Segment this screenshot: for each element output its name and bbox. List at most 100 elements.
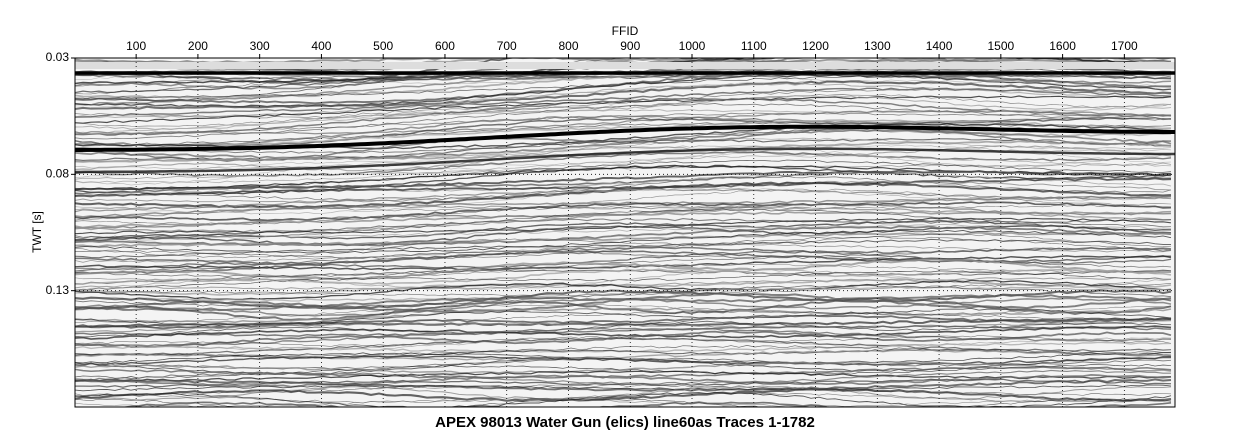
seismic-reflector (75, 357, 1171, 375)
seismic-reflector (75, 83, 1172, 119)
plot-frame (74, 57, 1176, 408)
y-tick-label: 0.13 (46, 283, 70, 297)
x-tick-label: 1000 (679, 39, 706, 53)
seismic-reflector (75, 177, 1172, 198)
seismic-reflector (75, 236, 1172, 260)
seismic-reflector (75, 121, 1172, 147)
seismic-reflector (75, 234, 1172, 259)
y-tick-label: 0.03 (46, 50, 70, 64)
x-tick-label: 700 (497, 39, 517, 53)
seismic-reflector (75, 207, 1172, 233)
seismic-texture (75, 58, 1175, 407)
x-tick-label: 400 (311, 39, 331, 53)
seismic-reflector (75, 70, 1172, 105)
seismic-reflector (75, 231, 1172, 248)
x-tick-label: 1600 (1049, 39, 1076, 53)
x-tick-label: 1400 (926, 39, 953, 53)
seismic-reflector (75, 164, 1172, 196)
x-tick-label: 100 (126, 39, 146, 53)
seismic-reflector (75, 195, 1172, 221)
seismic-reflector (75, 149, 1172, 186)
seismic-reflector (75, 384, 1172, 392)
seismic-reflector (75, 310, 1172, 328)
chart-title: APEX 98013 Water Gun (elics) line60as Tr… (435, 414, 815, 431)
seismic-reflector (75, 88, 1172, 119)
seismic-reflector (75, 188, 1172, 212)
seismic-reflector (75, 125, 1172, 153)
seismic-reflector (75, 289, 1172, 310)
seismic-reflector (75, 325, 1172, 340)
seismic-reflector (75, 366, 1172, 379)
seismic-reflector (75, 388, 1172, 402)
seismic-reflector (75, 378, 1172, 392)
seismic-reflector (75, 374, 1172, 388)
seismic-reflector (75, 370, 1172, 382)
x-axis-label: FFID (612, 24, 639, 38)
seismic-reflector (75, 363, 1172, 379)
seismic-reflector (75, 282, 1172, 297)
water-column-band (75, 62, 1175, 69)
seismic-reflector (75, 297, 1172, 317)
seismic-reflector (75, 398, 1172, 407)
seismic-reflector (75, 317, 1172, 328)
x-tick-label: 1700 (1111, 39, 1138, 53)
subbottom-reflector (75, 147, 1175, 174)
y-axis-label: TWT [s] (30, 211, 44, 253)
seismic-reflector (75, 219, 1172, 241)
seismic-reflector (75, 58, 1171, 85)
seafloor-reflector (75, 124, 1175, 152)
seismic-reflector (75, 229, 1172, 254)
seismic-reflector (75, 80, 1172, 111)
seismic-reflector (75, 170, 1172, 195)
seismic-reflector (75, 398, 1172, 407)
seismic-reflector (75, 175, 1172, 202)
seismic-reflector (75, 369, 1171, 385)
seismic-reflector (75, 325, 1172, 337)
seismic-reflector (75, 269, 1172, 292)
seismic-reflector (104, 401, 1172, 407)
seismic-reflector (75, 97, 1172, 136)
seismic-reflector (75, 285, 1172, 302)
seismic-reflector (75, 284, 1172, 308)
seismic-reflector (75, 155, 1172, 184)
seismic-reflector (75, 307, 1172, 324)
x-tick-label: 1200 (802, 39, 829, 53)
seismic-reflector (629, 406, 772, 407)
seismic-reflector (75, 187, 1172, 215)
seismic-reflector (75, 378, 1172, 388)
seismic-reflector (75, 129, 1172, 159)
x-tick-label: 500 (373, 39, 393, 53)
seismic-reflector (75, 65, 1172, 99)
seismic-reflector (75, 58, 1172, 87)
seismic-reflector (75, 181, 1172, 209)
seismic-reflector (75, 159, 1172, 190)
x-tick-label: 600 (435, 39, 455, 53)
seismic-reflector (75, 392, 1172, 404)
seismic-reflector (75, 109, 1172, 135)
y-tick-label: 0.08 (46, 167, 70, 181)
x-tick-label: 1300 (864, 39, 891, 53)
seismic-reflector (75, 95, 1172, 131)
seismic-reflector (75, 243, 1172, 263)
seismic-reflector (75, 278, 1172, 296)
x-tick-label: 800 (558, 39, 578, 53)
seismic-reflector (75, 258, 1172, 281)
x-tick-label: 200 (188, 39, 208, 53)
seismic-reflector (75, 385, 1172, 401)
seismic-reflector (75, 201, 1172, 222)
seismic-reflector (75, 145, 1172, 172)
seismic-reflector (75, 95, 1172, 124)
seismic-reflector (75, 225, 1172, 247)
x-tick-label: 300 (250, 39, 270, 53)
seismic-reflector (75, 106, 1172, 135)
seismic-reflector (75, 277, 1171, 290)
seismic-reflector (75, 114, 1172, 147)
seismic-reflector (75, 144, 1172, 178)
seismic-reflector (75, 335, 1172, 347)
x-tick-label: 900 (620, 39, 640, 53)
x-tick-label: 1500 (987, 39, 1014, 53)
x-tick-label: 1100 (741, 39, 767, 53)
seismic-reflector (75, 112, 1172, 135)
seismic-reflector (75, 348, 1172, 359)
